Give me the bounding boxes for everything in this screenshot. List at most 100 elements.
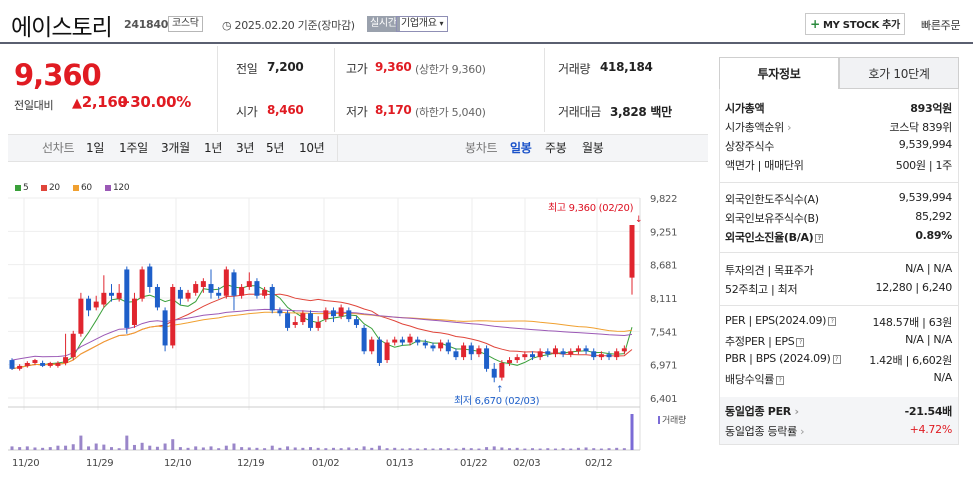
help-icon[interactable]: ? <box>776 375 785 385</box>
chart-range-bar <box>8 134 708 162</box>
candle-body <box>583 348 589 352</box>
low-label: 저가 <box>346 105 368 119</box>
volume-bar <box>79 435 83 450</box>
range-tab-1[interactable]: 1주일 <box>119 141 148 155</box>
help-icon[interactable]: ? <box>815 233 824 243</box>
legend-ma-120: 120 <box>105 183 130 193</box>
range-tab-4[interactable]: 3년 <box>236 141 255 155</box>
candle-body <box>277 310 283 314</box>
volume-bar <box>255 447 259 450</box>
volume-bar <box>607 448 611 450</box>
corp-info-dropdown[interactable]: 기업개요 ▾ <box>396 16 449 32</box>
info-label-13[interactable]: 동일업종 PER › <box>725 405 799 418</box>
candle-body <box>170 286 176 346</box>
candle-body <box>231 272 237 296</box>
help-icon[interactable]: ? <box>832 354 841 364</box>
range-tab-2[interactable]: 3개월 <box>161 141 190 155</box>
info-label-1[interactable]: 시가총액순위 › <box>725 121 792 134</box>
info-value-11: 1.42배 | 6,602원 <box>869 354 952 367</box>
volume-bar <box>48 447 52 450</box>
candle-body <box>560 351 566 355</box>
help-icon[interactable]: ? <box>796 337 805 347</box>
volume-bar <box>270 445 274 450</box>
add-mystock-button[interactable]: + MY STOCK 추가 <box>805 13 905 35</box>
help-icon[interactable]: ? <box>828 316 837 326</box>
candle-body <box>193 284 199 293</box>
chevron-right-icon: › <box>790 405 799 418</box>
candle-body <box>598 354 604 358</box>
info-value-12: N/A <box>933 371 952 384</box>
candle-body <box>529 354 535 358</box>
candle-body <box>315 322 321 328</box>
candle-body <box>93 301 99 308</box>
volume-bar <box>217 448 221 450</box>
info-value-2: 9,539,994 <box>898 138 953 151</box>
candle-tab-0[interactable]: 일봉 <box>510 141 532 155</box>
info-label-3: 액면가 | 매매단위 <box>725 159 804 172</box>
x-tick-label: 12/19 <box>237 458 264 469</box>
up-arrow-icon: ▲ <box>72 96 82 111</box>
range-tab-3[interactable]: 1년 <box>204 141 223 155</box>
info-label-2: 상장주식수 <box>725 140 775 153</box>
volume-bar <box>599 448 603 450</box>
candle-body <box>24 362 30 366</box>
candle-tab-2[interactable]: 월봉 <box>582 141 604 155</box>
volume-bar <box>140 442 144 450</box>
volume-bar <box>477 448 481 450</box>
candle-body <box>63 357 69 363</box>
volume-bar <box>102 444 106 450</box>
candle-body <box>575 348 581 352</box>
candle-body <box>269 286 275 311</box>
candle-tab-1[interactable]: 주봉 <box>545 141 567 155</box>
x-tick-label: 01/22 <box>460 458 487 469</box>
x-tick-label: 12/10 <box>164 458 191 469</box>
volume-bar <box>561 448 565 450</box>
volume-bar <box>423 448 427 450</box>
candle-body <box>185 292 191 299</box>
range-tab-6[interactable]: 10년 <box>299 141 325 155</box>
industry-box <box>720 397 958 444</box>
info-label-7: 투자의견 | 목표주가 <box>725 264 814 277</box>
range-tab-5[interactable]: 5년 <box>266 141 285 155</box>
candle-body <box>147 266 153 287</box>
chevron-right-icon: › <box>796 425 805 438</box>
range-tab-0[interactable]: 1일 <box>86 141 105 155</box>
candle-body <box>32 360 38 363</box>
open-value: 8,460 <box>267 103 304 117</box>
candle-body <box>491 368 497 378</box>
volume-bar <box>263 448 267 450</box>
candle-body <box>407 336 413 343</box>
volume-bar <box>25 446 29 450</box>
info-value-7: N/A | N/A <box>905 262 952 275</box>
candle-body <box>361 327 367 352</box>
stock-code: 241840 <box>124 18 169 31</box>
info-value-5: 85,292 <box>915 210 952 223</box>
volume-bar <box>247 447 251 450</box>
volume-bar <box>347 447 351 450</box>
y-tick-label: 9,251 <box>650 227 677 238</box>
chevron-down-icon: ▾ <box>439 19 444 28</box>
volume-bar <box>569 448 573 450</box>
tab-invest-info[interactable]: 투자정보 <box>719 57 839 89</box>
candle-body <box>353 319 359 325</box>
volume-label: 거래량 <box>558 62 591 76</box>
ma-line-60 <box>11 311 633 370</box>
info-label-11: PBR | BPS (2024.09)? <box>725 352 841 365</box>
volume-bar <box>339 448 343 450</box>
tab-order-book[interactable]: 호가 10단계 <box>839 57 959 89</box>
volume-bar <box>309 447 313 450</box>
candle-body <box>369 339 375 352</box>
info-value-13: -21.54배 <box>904 405 953 418</box>
volume-bar <box>117 448 121 450</box>
volume-bar <box>393 447 397 450</box>
volume-bar <box>148 445 152 450</box>
volume-bar <box>278 447 282 450</box>
realtime-badge: 실시간 <box>367 16 400 32</box>
volume-bar <box>454 448 458 450</box>
quick-order-link[interactable]: 빠른주문 <box>921 19 961 32</box>
y-tick-label: 9,822 <box>650 194 677 205</box>
info-value-9: 148.57배 | 63원 <box>872 316 952 329</box>
info-label-14[interactable]: 동일업종 등락률 › <box>725 425 805 438</box>
candle-body <box>330 310 336 317</box>
chevron-right-icon: › <box>783 121 792 134</box>
